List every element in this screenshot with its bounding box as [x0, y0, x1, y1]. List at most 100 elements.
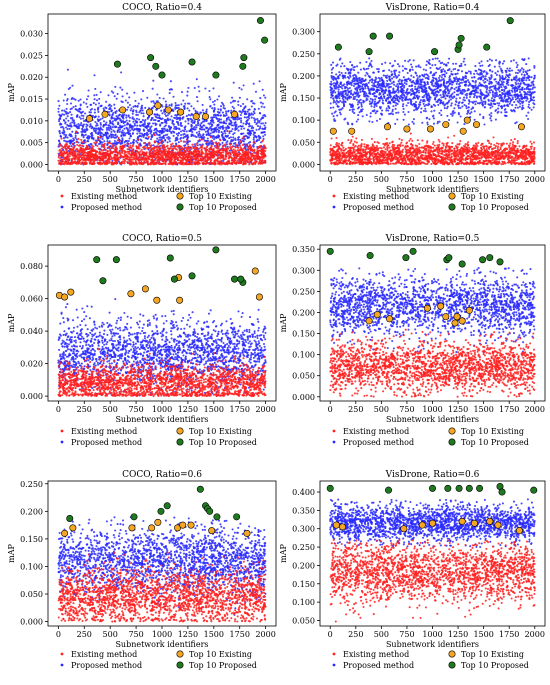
proposed-point: [175, 132, 178, 135]
proposed-point: [166, 136, 169, 139]
proposed-point: [218, 117, 221, 121]
proposed-point: [405, 80, 408, 83]
proposed-point: [200, 135, 203, 138]
proposed-point: [129, 134, 132, 137]
proposed-point: [393, 59, 397, 62]
existing-point: [216, 160, 219, 163]
existing-point: [234, 143, 238, 146]
proposed-point: [132, 109, 135, 112]
proposed-point: [262, 114, 265, 117]
proposed-point: [128, 126, 131, 129]
proposed-point: [261, 122, 265, 125]
proposed-point: [152, 100, 155, 103]
proposed-point: [136, 141, 139, 144]
proposed-point: [130, 126, 133, 129]
existing-point: [234, 146, 237, 149]
existing-point: [63, 152, 66, 155]
proposed-point: [142, 128, 145, 131]
existing-point: [258, 149, 261, 152]
proposed-point: [151, 106, 154, 110]
proposed-point: [443, 63, 446, 66]
proposed-point: [330, 63, 333, 66]
proposed-point: [169, 118, 172, 121]
existing-point: [167, 156, 170, 159]
proposed-point: [124, 120, 127, 123]
existing-point: [109, 147, 113, 150]
existing-point: [179, 156, 182, 159]
proposed-point: [337, 77, 340, 80]
proposed-point: [69, 111, 72, 114]
proposed-point: [120, 135, 123, 138]
proposed-point: [128, 119, 131, 123]
proposed-point: [387, 109, 390, 112]
proposed-point: [402, 103, 405, 106]
proposed-point: [111, 113, 114, 116]
existing-point: [148, 152, 151, 155]
proposed-point: [264, 121, 267, 125]
proposed-point: [79, 117, 82, 120]
proposed-point: [110, 110, 113, 113]
proposed-point: [142, 115, 145, 118]
proposed-point: [141, 123, 144, 126]
proposed-point: [84, 112, 87, 115]
proposed-point: [456, 121, 459, 124]
proposed-point: [101, 135, 104, 138]
existing-point: [144, 154, 148, 157]
proposed-point: [342, 98, 345, 101]
proposed-point: [209, 98, 212, 101]
proposed-point: [80, 114, 83, 117]
proposed-point: [231, 128, 234, 131]
proposed-point: [58, 118, 61, 121]
proposed-point: [263, 127, 266, 130]
proposed-point: [480, 99, 483, 102]
existing-point: [209, 158, 212, 161]
existing-point: [260, 148, 263, 151]
existing-point: [83, 156, 86, 159]
proposed-point: [232, 99, 235, 102]
existing-point: [225, 155, 228, 158]
existing-point: [149, 154, 152, 157]
proposed-point: [352, 97, 355, 101]
top10-existing-point: [231, 110, 239, 118]
proposed-point: [244, 134, 248, 137]
proposed-point: [110, 136, 113, 139]
existing-point: [241, 151, 244, 154]
existing-point: [205, 154, 208, 158]
existing-point: [154, 154, 157, 157]
proposed-point: [159, 123, 162, 126]
proposed-point: [73, 122, 76, 125]
top10-existing-point: [119, 106, 127, 114]
proposed-point: [527, 57, 530, 60]
proposed-point: [398, 65, 401, 68]
proposed-point: [93, 129, 96, 132]
existing-point: [175, 153, 178, 156]
proposed-point: [154, 123, 157, 127]
existing-point: [77, 153, 80, 156]
proposed-point: [59, 123, 63, 126]
existing-point: [80, 147, 84, 150]
proposed-point: [473, 96, 476, 99]
proposed-point: [160, 118, 163, 121]
x-tick-label: 250: [77, 175, 92, 184]
proposed-point: [118, 128, 121, 131]
proposed-point: [367, 74, 370, 78]
existing-point: [237, 154, 240, 157]
proposed-point: [186, 140, 189, 143]
existing-point: [184, 158, 187, 161]
proposed-point: [228, 137, 231, 140]
proposed-point: [141, 90, 145, 93]
proposed-point: [467, 81, 471, 84]
proposed-point: [94, 127, 97, 130]
proposed-point: [62, 99, 65, 102]
existing-point: [59, 157, 62, 160]
existing-point: [61, 152, 64, 155]
proposed-point: [224, 126, 228, 129]
proposed-point: [474, 81, 477, 84]
proposed-point: [89, 143, 92, 146]
proposed-point: [402, 107, 405, 110]
existing-point: [237, 146, 240, 149]
existing-point: [135, 145, 138, 148]
proposed-point: [375, 119, 379, 122]
proposed-point: [232, 136, 235, 139]
existing-point: [159, 141, 162, 144]
